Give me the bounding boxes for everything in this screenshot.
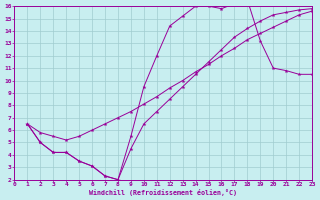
X-axis label: Windchill (Refroidissement éolien,°C): Windchill (Refroidissement éolien,°C): [89, 189, 237, 196]
